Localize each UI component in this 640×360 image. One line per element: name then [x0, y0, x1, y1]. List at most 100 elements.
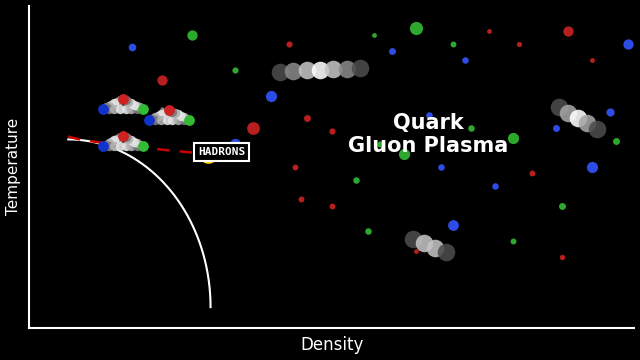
- Point: [112, 99, 122, 104]
- Point: [587, 58, 597, 63]
- Point: [132, 140, 142, 146]
- Point: [132, 103, 142, 109]
- Point: [109, 106, 119, 112]
- Point: [138, 143, 148, 149]
- Point: [104, 103, 114, 109]
- Point: [430, 245, 440, 251]
- Point: [100, 142, 111, 148]
- Point: [557, 254, 567, 260]
- Point: [399, 151, 410, 157]
- Y-axis label: Temperature: Temperature: [6, 118, 20, 215]
- Point: [138, 106, 148, 112]
- Point: [115, 106, 125, 112]
- Point: [623, 41, 634, 47]
- Point: [179, 117, 189, 123]
- Point: [132, 106, 142, 112]
- Point: [98, 143, 108, 149]
- Point: [157, 106, 167, 112]
- Point: [230, 67, 240, 73]
- Point: [515, 41, 525, 47]
- Point: [118, 96, 128, 102]
- Point: [120, 97, 131, 103]
- Text: Quark
Gluon Plasma: Quark Gluon Plasma: [348, 113, 509, 156]
- Point: [315, 67, 325, 73]
- Point: [115, 135, 125, 140]
- Point: [436, 164, 446, 170]
- Point: [375, 141, 385, 147]
- Point: [563, 28, 573, 34]
- Point: [145, 117, 155, 123]
- Point: [134, 142, 145, 148]
- Point: [554, 104, 564, 110]
- Point: [611, 138, 621, 144]
- Point: [412, 248, 422, 253]
- Point: [184, 117, 195, 123]
- Point: [109, 100, 119, 106]
- Point: [419, 240, 429, 246]
- Point: [153, 113, 163, 119]
- Point: [326, 129, 337, 134]
- Point: [156, 117, 166, 123]
- Point: [582, 121, 593, 126]
- Point: [104, 140, 114, 146]
- Point: [351, 177, 361, 183]
- Point: [106, 139, 116, 145]
- Point: [184, 117, 195, 123]
- Point: [120, 135, 131, 140]
- Point: [147, 116, 157, 122]
- Point: [173, 117, 183, 123]
- Point: [100, 105, 111, 111]
- Point: [150, 117, 160, 123]
- Point: [98, 143, 108, 149]
- Point: [138, 106, 148, 112]
- Point: [301, 68, 312, 73]
- Point: [447, 222, 458, 228]
- Point: [424, 112, 434, 118]
- Point: [156, 112, 166, 117]
- Point: [150, 114, 160, 120]
- Point: [98, 106, 108, 112]
- Point: [127, 45, 137, 50]
- Point: [508, 238, 518, 244]
- Point: [170, 110, 180, 116]
- Point: [118, 133, 128, 139]
- X-axis label: Density: Density: [300, 337, 364, 355]
- Point: [412, 25, 422, 31]
- Point: [387, 48, 397, 54]
- Point: [161, 117, 172, 123]
- Point: [490, 183, 500, 189]
- Point: [202, 151, 212, 157]
- Point: [591, 126, 602, 132]
- Point: [120, 143, 131, 149]
- Point: [106, 102, 116, 108]
- Point: [466, 125, 476, 131]
- Point: [126, 143, 136, 149]
- Point: [129, 102, 140, 108]
- Point: [605, 109, 615, 115]
- Point: [118, 133, 128, 139]
- Point: [587, 164, 597, 170]
- Point: [275, 69, 285, 75]
- Point: [145, 117, 155, 123]
- Text: HADRONS: HADRONS: [198, 147, 245, 157]
- Point: [120, 106, 131, 112]
- Point: [164, 107, 175, 113]
- Point: [129, 139, 140, 145]
- Point: [296, 196, 307, 202]
- Point: [145, 117, 155, 123]
- Point: [118, 96, 128, 102]
- Point: [164, 107, 175, 113]
- Point: [302, 116, 312, 121]
- Point: [164, 107, 175, 113]
- Point: [126, 100, 136, 106]
- Point: [124, 99, 134, 104]
- Point: [526, 170, 536, 176]
- Point: [290, 164, 300, 170]
- Point: [98, 106, 108, 112]
- Point: [508, 135, 518, 141]
- Point: [98, 143, 108, 149]
- Point: [104, 106, 114, 112]
- Point: [118, 133, 128, 139]
- Point: [184, 117, 195, 123]
- Point: [115, 143, 125, 149]
